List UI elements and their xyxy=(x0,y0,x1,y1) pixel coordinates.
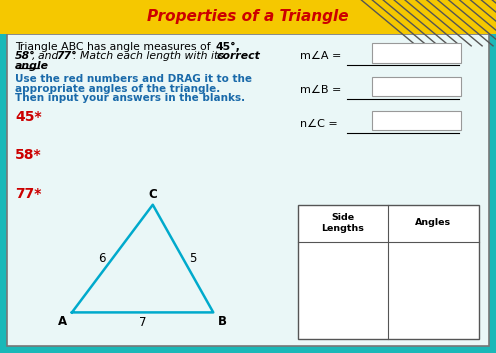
Text: Angles: Angles xyxy=(415,219,451,227)
FancyBboxPatch shape xyxy=(7,34,489,346)
Text: .: . xyxy=(43,61,47,71)
Text: Use the red numbers and DRAG it to the: Use the red numbers and DRAG it to the xyxy=(15,74,252,84)
Text: 77°: 77° xyxy=(57,52,77,61)
Text: A: A xyxy=(59,315,67,328)
Text: n∠C =: n∠C = xyxy=(300,119,338,129)
Text: 45*: 45* xyxy=(15,110,42,124)
Text: 58°: 58° xyxy=(15,52,36,61)
FancyBboxPatch shape xyxy=(372,43,461,62)
FancyBboxPatch shape xyxy=(298,205,479,339)
Text: . Match each length with its: . Match each length with its xyxy=(73,52,228,61)
FancyBboxPatch shape xyxy=(372,77,461,96)
Text: correct: correct xyxy=(217,52,260,61)
Text: Properties of a Triangle: Properties of a Triangle xyxy=(147,10,349,24)
Text: Side
Lengths: Side Lengths xyxy=(321,213,364,233)
FancyBboxPatch shape xyxy=(0,0,496,34)
Text: C: C xyxy=(148,188,157,201)
Text: 6: 6 xyxy=(98,252,105,265)
Text: angle: angle xyxy=(15,61,49,71)
Text: ,: , xyxy=(32,52,39,61)
Text: m∠A =: m∠A = xyxy=(300,52,341,61)
Text: 5: 5 xyxy=(189,252,196,265)
Text: Triangle ABC has angle measures of: Triangle ABC has angle measures of xyxy=(15,42,214,52)
Text: 77*: 77* xyxy=(15,187,41,201)
Text: and: and xyxy=(38,52,62,61)
Text: m∠B =: m∠B = xyxy=(300,85,341,95)
Text: B: B xyxy=(218,315,227,328)
Text: 45°,: 45°, xyxy=(216,42,241,52)
Text: Then input your answers in the blanks.: Then input your answers in the blanks. xyxy=(15,93,245,103)
Text: 7: 7 xyxy=(139,316,146,329)
Text: 58*: 58* xyxy=(15,148,42,162)
Text: appropriate angles of the triangle.: appropriate angles of the triangle. xyxy=(15,84,220,94)
FancyBboxPatch shape xyxy=(372,111,461,130)
